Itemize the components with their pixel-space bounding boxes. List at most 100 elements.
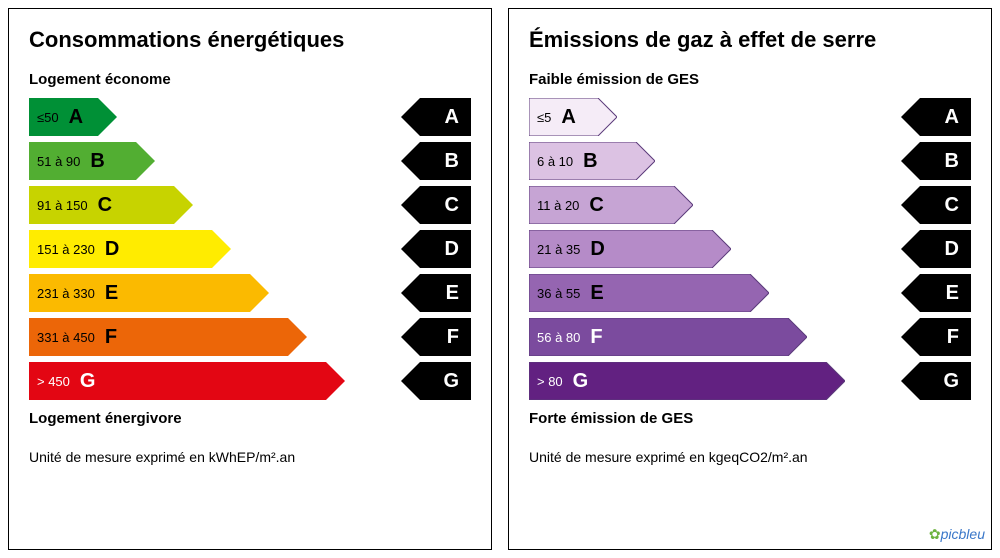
rating-bar: 331 à 450 F: [29, 318, 307, 356]
leaf-icon: ✿: [929, 526, 941, 542]
grade-marker: B: [901, 142, 971, 180]
rating-grade: E: [105, 282, 118, 305]
rating-bar-label: 56 à 80 F: [529, 318, 788, 356]
energy-top-label: Logement économe: [29, 71, 471, 88]
grade-marker: G: [401, 362, 471, 400]
grade-marker: F: [401, 318, 471, 356]
grade-marker-letter: D: [445, 230, 459, 268]
rating-bar-label: 231 à 330 E: [29, 274, 250, 312]
rating-bar: 6 à 10 B: [529, 142, 655, 180]
ges-rows: ≤5 A A 6 à 10 B B 11 à 20C C 21 à 35 D D 36…: [529, 98, 971, 400]
ges-unit: Unité de mesure exprimé en kgeqCO2/m².an: [529, 449, 971, 465]
grade-marker-letter: G: [943, 362, 959, 400]
rating-row-d: 151 à 230D D: [29, 230, 471, 268]
rating-bar-label: ≤5 A: [529, 98, 598, 136]
rating-range: 51 à 90: [37, 154, 80, 169]
rating-bar: 51 à 90 B: [29, 142, 155, 180]
rating-bar-label: 331 à 450 F: [29, 318, 288, 356]
rating-range: 151 à 230: [37, 242, 95, 257]
grade-marker-letter: D: [945, 230, 959, 268]
watermark: ✿picbleu: [929, 526, 985, 543]
rating-bar: ≤50A: [29, 98, 117, 136]
energy-rows: ≤50A A 51 à 90B B 91 à 150C C 151 à 230D…: [29, 98, 471, 400]
rating-bar: 36 à 55 E: [529, 274, 769, 312]
rating-range: > 80: [537, 374, 563, 389]
rating-bar-label: 21 à 35 D: [529, 230, 712, 268]
grade-marker: B: [401, 142, 471, 180]
energy-title: Consommations énergétiques: [29, 27, 471, 53]
grade-marker-letter: C: [945, 186, 959, 224]
rating-bar-label: > 80 G: [529, 362, 826, 400]
grade-marker-letter: F: [947, 318, 959, 356]
rating-range: 11 à 20: [537, 198, 579, 213]
rating-grade: B: [90, 150, 104, 173]
rating-bar-label: 11 à 20C: [529, 186, 674, 224]
rating-bar: 231 à 330 E: [29, 274, 269, 312]
grade-marker-letter: B: [945, 142, 959, 180]
rating-range: 6 à 10: [537, 154, 573, 169]
ges-title: Émissions de gaz à effet de serre: [529, 27, 971, 53]
rating-bar-label: 91 à 150 C: [29, 186, 174, 224]
rating-row-e: 231 à 330 E E: [29, 274, 471, 312]
rating-range: > 450: [37, 374, 70, 389]
rating-bar-label: > 450 G: [29, 362, 326, 400]
grade-marker: D: [901, 230, 971, 268]
grade-marker-letter: F: [447, 318, 459, 356]
rating-row-e: 36 à 55 E E: [529, 274, 971, 312]
ges-panel: Émissions de gaz à effet de serre Faible…: [508, 8, 992, 550]
rating-bar: 91 à 150 C: [29, 186, 193, 224]
rating-grade: A: [69, 106, 83, 129]
grade-marker-letter: E: [946, 274, 959, 312]
grade-marker-letter: C: [445, 186, 459, 224]
grade-marker: C: [901, 186, 971, 224]
rating-bar: > 80 G: [529, 362, 845, 400]
rating-row-g: > 450 G G: [29, 362, 471, 400]
rating-row-b: 6 à 10 B B: [529, 142, 971, 180]
rating-grade: C: [98, 194, 112, 217]
rating-row-d: 21 à 35 D D: [529, 230, 971, 268]
grade-marker: A: [401, 98, 471, 136]
rating-row-a: ≤5 A A: [529, 98, 971, 136]
rating-range: 231 à 330: [37, 286, 95, 301]
rating-row-f: 56 à 80 F F: [529, 318, 971, 356]
rating-row-c: 91 à 150 C C: [29, 186, 471, 224]
rating-range: 56 à 80: [537, 330, 580, 345]
rating-grade: A: [561, 106, 575, 129]
rating-grade: E: [590, 282, 603, 305]
rating-range: 21 à 35: [537, 242, 580, 257]
rating-bar-label: ≤50A: [29, 98, 98, 136]
rating-bar-label: 36 à 55 E: [529, 274, 750, 312]
rating-bar-label: 51 à 90 B: [29, 142, 136, 180]
rating-row-c: 11 à 20C C: [529, 186, 971, 224]
rating-row-f: 331 à 450 F F: [29, 318, 471, 356]
grade-marker-letter: A: [445, 98, 459, 136]
rating-range: 331 à 450: [37, 330, 95, 345]
rating-row-a: ≤50A A: [29, 98, 471, 136]
rating-grade: F: [590, 326, 602, 349]
energy-unit: Unité de mesure exprimé en kWhEP/m².an: [29, 449, 471, 465]
ges-top-label: Faible émission de GES: [529, 71, 971, 88]
rating-bar: 151 à 230D: [29, 230, 231, 268]
grade-marker: A: [901, 98, 971, 136]
grade-marker: C: [401, 186, 471, 224]
energy-panel: Consommations énergétiques Logement écon…: [8, 8, 492, 550]
rating-bar: 56 à 80 F: [529, 318, 807, 356]
grade-marker: E: [401, 274, 471, 312]
rating-range: 36 à 55: [537, 286, 580, 301]
grade-marker-letter: A: [945, 98, 959, 136]
rating-grade: D: [590, 238, 604, 261]
rating-grade: G: [573, 370, 589, 393]
rating-bar: ≤5 A: [529, 98, 617, 136]
rating-bar-label: 151 à 230D: [29, 230, 212, 268]
rating-grade: B: [583, 150, 597, 173]
grade-marker: D: [401, 230, 471, 268]
rating-bar-label: 6 à 10 B: [529, 142, 636, 180]
grade-marker: G: [901, 362, 971, 400]
rating-grade: F: [105, 326, 117, 349]
rating-bar: 11 à 20C: [529, 186, 693, 224]
rating-range: ≤5: [537, 110, 551, 125]
ges-bottom-label: Forte émission de GES: [529, 410, 971, 427]
grade-marker-letter: G: [443, 362, 459, 400]
rating-grade: G: [80, 370, 96, 393]
rating-range: 91 à 150: [37, 198, 88, 213]
